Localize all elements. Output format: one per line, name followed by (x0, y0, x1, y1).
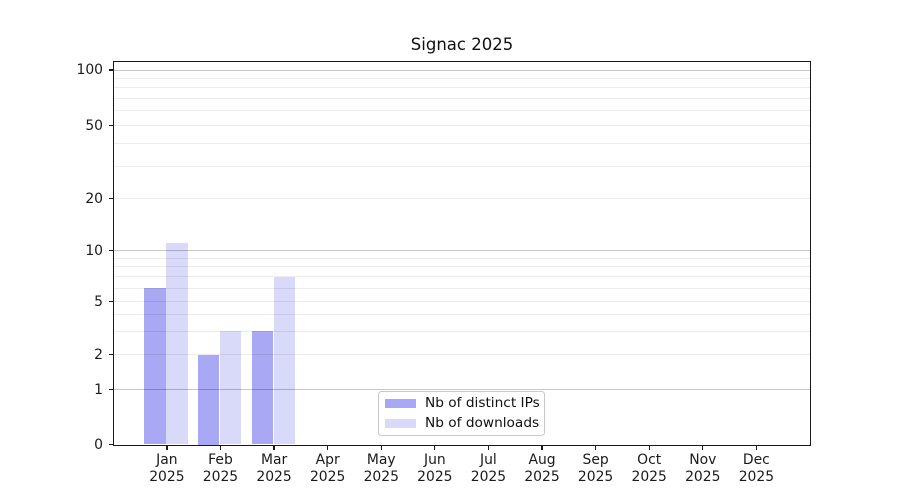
x-tick-year: 2025 (256, 468, 292, 485)
bar-distinct-ips-jan (144, 288, 166, 445)
x-tick-mark-sep (594, 445, 597, 451)
x-tick-mark-jul (487, 445, 490, 451)
x-tick-label-apr: Apr 2025 (286, 452, 370, 485)
minor-gridline-70 (114, 98, 810, 100)
x-tick-label-sep: Sep 2025 (554, 452, 638, 485)
minor-gridline-80 (114, 87, 810, 89)
chart-title: Signac 2025 (410, 35, 514, 54)
x-tick-year: 2025 (631, 468, 667, 485)
x-tick-label-may: May 2025 (339, 452, 423, 485)
legend-swatch-distinct-ips (385, 398, 416, 409)
legend-label-downloads: Nb of downloads (425, 415, 540, 431)
y-tick-mark-1 (108, 388, 113, 391)
x-tick-mark-nov (702, 445, 704, 451)
minor-gridline-30 (114, 165, 810, 167)
x-tick-month: Jun (423, 452, 446, 468)
x-tick-mark-jun (434, 445, 436, 451)
x-tick-label-jun: Jun 2025 (393, 452, 477, 485)
y-tick-label-100: 100 (76, 62, 103, 78)
x-tick-label-jan: Jan 2025 (125, 452, 209, 485)
major-gridline-10 (114, 250, 810, 251)
x-tick-mark-feb (219, 445, 222, 451)
y-tick-label-2: 2 (94, 346, 103, 363)
minor-gridline-40 (114, 142, 810, 144)
y-tick-mark-0 (108, 443, 113, 446)
x-tick-mark-dec (755, 445, 758, 451)
x-tick-label-oct: Oct 2025 (607, 452, 691, 485)
minor-gridline-6 (114, 287, 810, 289)
x-tick-year: 2025 (524, 468, 560, 485)
y-tick-mark-100 (108, 69, 113, 71)
minor-gridline-7 (114, 276, 810, 278)
minor-gridline-9 (114, 257, 810, 259)
x-tick-month: Dec (742, 452, 770, 468)
minor-gridline-3 (114, 330, 810, 332)
y-tick-label-1: 1 (94, 381, 103, 398)
x-tick-month: Oct (637, 452, 662, 468)
x-tick-mark-may (380, 445, 382, 451)
x-tick-month: Sep (582, 452, 609, 468)
x-tick-year: 2025 (202, 468, 239, 485)
bar-distinct-ips-mar (251, 331, 274, 445)
x-tick-mark-apr (327, 445, 329, 451)
y-tick-mark-50 (108, 124, 113, 127)
y-tick-label-20: 20 (85, 190, 103, 207)
legend-label-distinct-ips: Nb of distinct IPs (425, 395, 540, 411)
x-tick-month: Aug (528, 452, 556, 468)
x-tick-label-feb: Feb 2025 (178, 452, 262, 485)
x-tick-mark-mar (273, 445, 275, 451)
y-tick-label-10: 10 (85, 242, 103, 259)
bar-downloads-feb (219, 331, 242, 445)
y-tick-label-5: 5 (94, 293, 103, 310)
x-tick-month: Mar (260, 452, 288, 468)
x-tick-month: Nov (689, 452, 717, 468)
x-tick-year: 2025 (738, 468, 775, 485)
bar-downloads-jan (166, 243, 188, 445)
x-tick-month: Jul (480, 452, 497, 468)
x-tick-mark-aug (541, 445, 543, 451)
bar-downloads-mar (273, 276, 296, 445)
x-tick-year: 2025 (149, 468, 185, 485)
y-tick-mark-5 (108, 300, 113, 303)
x-tick-year: 2025 (577, 468, 614, 485)
x-tick-label-mar: Mar 2025 (232, 452, 316, 485)
x-tick-year: 2025 (685, 468, 721, 485)
legend-item-distinct-ips: Nb of distinct IPs (385, 396, 544, 412)
x-tick-month: May (366, 452, 396, 468)
y-tick-label-50: 50 (85, 117, 103, 134)
legend-swatch-downloads (385, 418, 416, 429)
plot-area (113, 61, 811, 446)
y-tick-label-0: 0 (94, 436, 103, 453)
major-gridline-100 (114, 69, 810, 71)
y-tick-mark-10 (108, 249, 113, 252)
y-tick-mark-2 (108, 353, 113, 356)
minor-gridline-90 (114, 77, 810, 79)
legend: Nb of distinct IPs Nb of downloads (378, 391, 545, 436)
y-tick-mark-20 (108, 197, 113, 200)
x-tick-year: 2025 (470, 468, 507, 485)
x-tick-month: Apr (315, 452, 340, 468)
minor-gridline-5 (114, 301, 810, 302)
x-tick-month: Jan (156, 452, 178, 468)
minor-gridline-50 (114, 125, 810, 126)
minor-gridline-60 (114, 110, 810, 112)
legend-item-downloads: Nb of downloads (385, 416, 544, 432)
x-tick-label-jul: Jul 2025 (446, 452, 530, 485)
minor-gridline-8 (114, 266, 810, 268)
x-tick-year: 2025 (363, 468, 399, 485)
minor-gridline-4 (114, 313, 810, 315)
minor-gridline-2 (114, 354, 810, 355)
major-gridline-1 (114, 389, 810, 390)
x-tick-year: 2025 (309, 468, 346, 485)
x-tick-label-dec: Dec 2025 (714, 452, 798, 485)
x-tick-month: Feb (208, 452, 233, 468)
bar-distinct-ips-feb (197, 354, 220, 445)
minor-gridline-20 (114, 198, 810, 199)
x-tick-mark-oct (648, 445, 650, 451)
x-tick-label-nov: Nov 2025 (661, 452, 745, 485)
x-tick-label-aug: Aug 2025 (500, 452, 584, 485)
x-tick-mark-jan (166, 445, 168, 451)
x-tick-year: 2025 (417, 468, 453, 485)
